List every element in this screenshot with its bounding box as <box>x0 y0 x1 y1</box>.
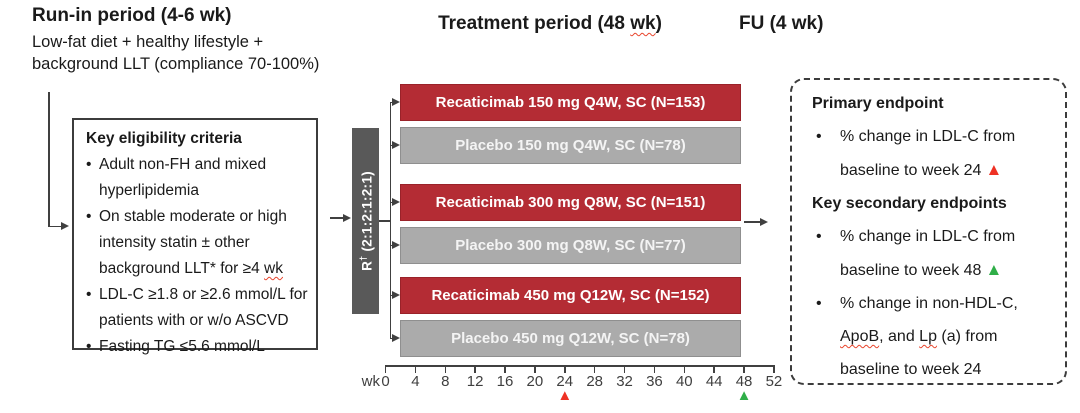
run-in-title: Run-in period (4-6 wk) <box>32 5 232 26</box>
week-24-marker-icon: ▲ <box>557 387 573 404</box>
axis-tick-label: 44 <box>705 373 723 390</box>
axis-unit-label: wk <box>361 373 380 390</box>
arm-bar-recaticimab-450: Recaticimab 450 mg Q12W, SC (N=152) <box>400 277 741 314</box>
primary-endpoint-title: Primary endpoint <box>812 95 944 112</box>
endpoint-bullet: % change in LDL-C from <box>812 120 1053 153</box>
axis-tick-label: 32 <box>616 373 633 390</box>
arrowhead-icon <box>343 213 351 222</box>
week-48-marker-icon: ▲ <box>736 387 752 404</box>
axis-tick <box>683 365 686 373</box>
axis-tick <box>414 365 417 373</box>
axis-tick <box>504 365 506 373</box>
endpoint-bullet-cont: baseline to week 24 ▲ <box>840 160 1003 179</box>
axis-tick <box>474 365 476 373</box>
axis-tick-label: 48 <box>735 373 753 390</box>
axis-tick <box>534 365 536 373</box>
arrowhead-icon <box>392 240 400 249</box>
secondary-endpoints-title: Key secondary endpoints <box>812 195 1007 212</box>
axis-tick <box>444 365 446 373</box>
axis-tick <box>593 365 596 373</box>
eligibility-bullet-cont: patients with or w/o ASCVD <box>99 312 289 329</box>
arm-bar-recaticimab-300: Recaticimab 300 mg Q8W, SC (N=151) <box>400 184 741 221</box>
axis-tick <box>713 365 715 373</box>
green-triangle-icon: ▲ <box>985 260 1003 279</box>
eligibility-bullet: LDL-C ≥1.8 or ≥2.6 mmol/L for <box>86 282 308 308</box>
eligibility-bullet: Fasting TG ≤5.6 mmol/L <box>86 334 308 360</box>
axis-tick <box>743 365 745 373</box>
axis-tick-label: 8 <box>441 373 450 390</box>
axis-tick-label: 24 <box>556 373 574 390</box>
endpoint-bullet-cont: baseline to week 24 <box>840 361 982 378</box>
randomization-box: R† (2:1:2:1:2:1) <box>352 128 379 314</box>
axis-tick <box>564 365 566 373</box>
arm-bar-placebo-450: Placebo 450 mg Q12W, SC (N=78) <box>400 320 741 357</box>
eligibility-bullet-cont: intensity statin ± other <box>99 234 250 251</box>
endpoint-bullet-cont: ApoB, and Lp (a) from <box>840 328 998 345</box>
axis-tick-label: 36 <box>646 373 663 390</box>
arrowhead-icon <box>61 222 69 230</box>
endpoint-bullet-cont: baseline to week 48 ▲ <box>840 260 1003 279</box>
run-in-subtitle-line1: Low-fat diet + healthy lifestyle + <box>32 33 264 51</box>
eligibility-title: Key eligibility criteria <box>86 130 242 147</box>
red-triangle-icon: ▲ <box>985 160 1003 179</box>
axis-tick <box>773 365 775 373</box>
endpoints-box: Primary endpoint % change in LDL-C from … <box>790 78 1067 385</box>
arrowhead-icon <box>392 97 400 106</box>
axis-tick-label: 28 <box>586 373 603 390</box>
endpoint-bullet: % change in non-HDL-C, <box>812 287 1053 320</box>
axis-tick-label: 20 <box>526 373 544 390</box>
arrowhead-icon <box>392 197 400 206</box>
axis-tick-label: 4 <box>411 373 420 390</box>
eligibility-bullet: Adult non-FH and mixed <box>86 152 308 178</box>
follow-up-title: FU (4 wk) <box>739 13 824 34</box>
run-in-header: Run-in period (4-6 wk) Low-fat diet + he… <box>32 5 319 75</box>
arrowhead-icon <box>392 290 400 299</box>
axis-tick-label: 12 <box>466 373 484 390</box>
axis-tick-label: 0 <box>381 373 390 390</box>
axis-tick <box>623 365 626 373</box>
arrowhead-icon <box>760 217 768 226</box>
axis-tick-label: 40 <box>675 373 693 390</box>
axis-tick <box>653 365 656 373</box>
run-in-subtitle-line2: background LLT (compliance 70-100%) <box>32 55 320 73</box>
randomization-label: R† (2:1:2:1:2:1) <box>357 171 374 271</box>
arm-bar-placebo-300: Placebo 300 mg Q8W, SC (N=77) <box>400 227 741 264</box>
eligibility-bullet-cont: background LLT* for ≥4 wk <box>99 260 283 277</box>
arm-bar-recaticimab-150: Recaticimab 150 mg Q4W, SC (N=153) <box>400 84 741 121</box>
treatment-period-title: Treatment period (48 wk) <box>438 13 662 34</box>
eligibility-box: Key eligibility criteria Adult non-FH an… <box>72 118 318 360</box>
eligibility-bullet: On stable moderate or high <box>86 204 308 230</box>
eligibility-bullet-cont: hyperlipidemia <box>99 182 199 199</box>
arm-bar-placebo-150: Placebo 150 mg Q4W, SC (N=78) <box>400 127 741 164</box>
arrowhead-icon <box>392 140 400 149</box>
endpoint-bullet: % change in LDL-C from <box>812 220 1053 253</box>
axis-tick-label: 52 <box>765 373 783 390</box>
axis-tick <box>384 365 387 373</box>
axis-line <box>385 365 774 367</box>
axis-tick-label: 16 <box>496 373 514 390</box>
arrowhead-icon <box>392 333 400 342</box>
